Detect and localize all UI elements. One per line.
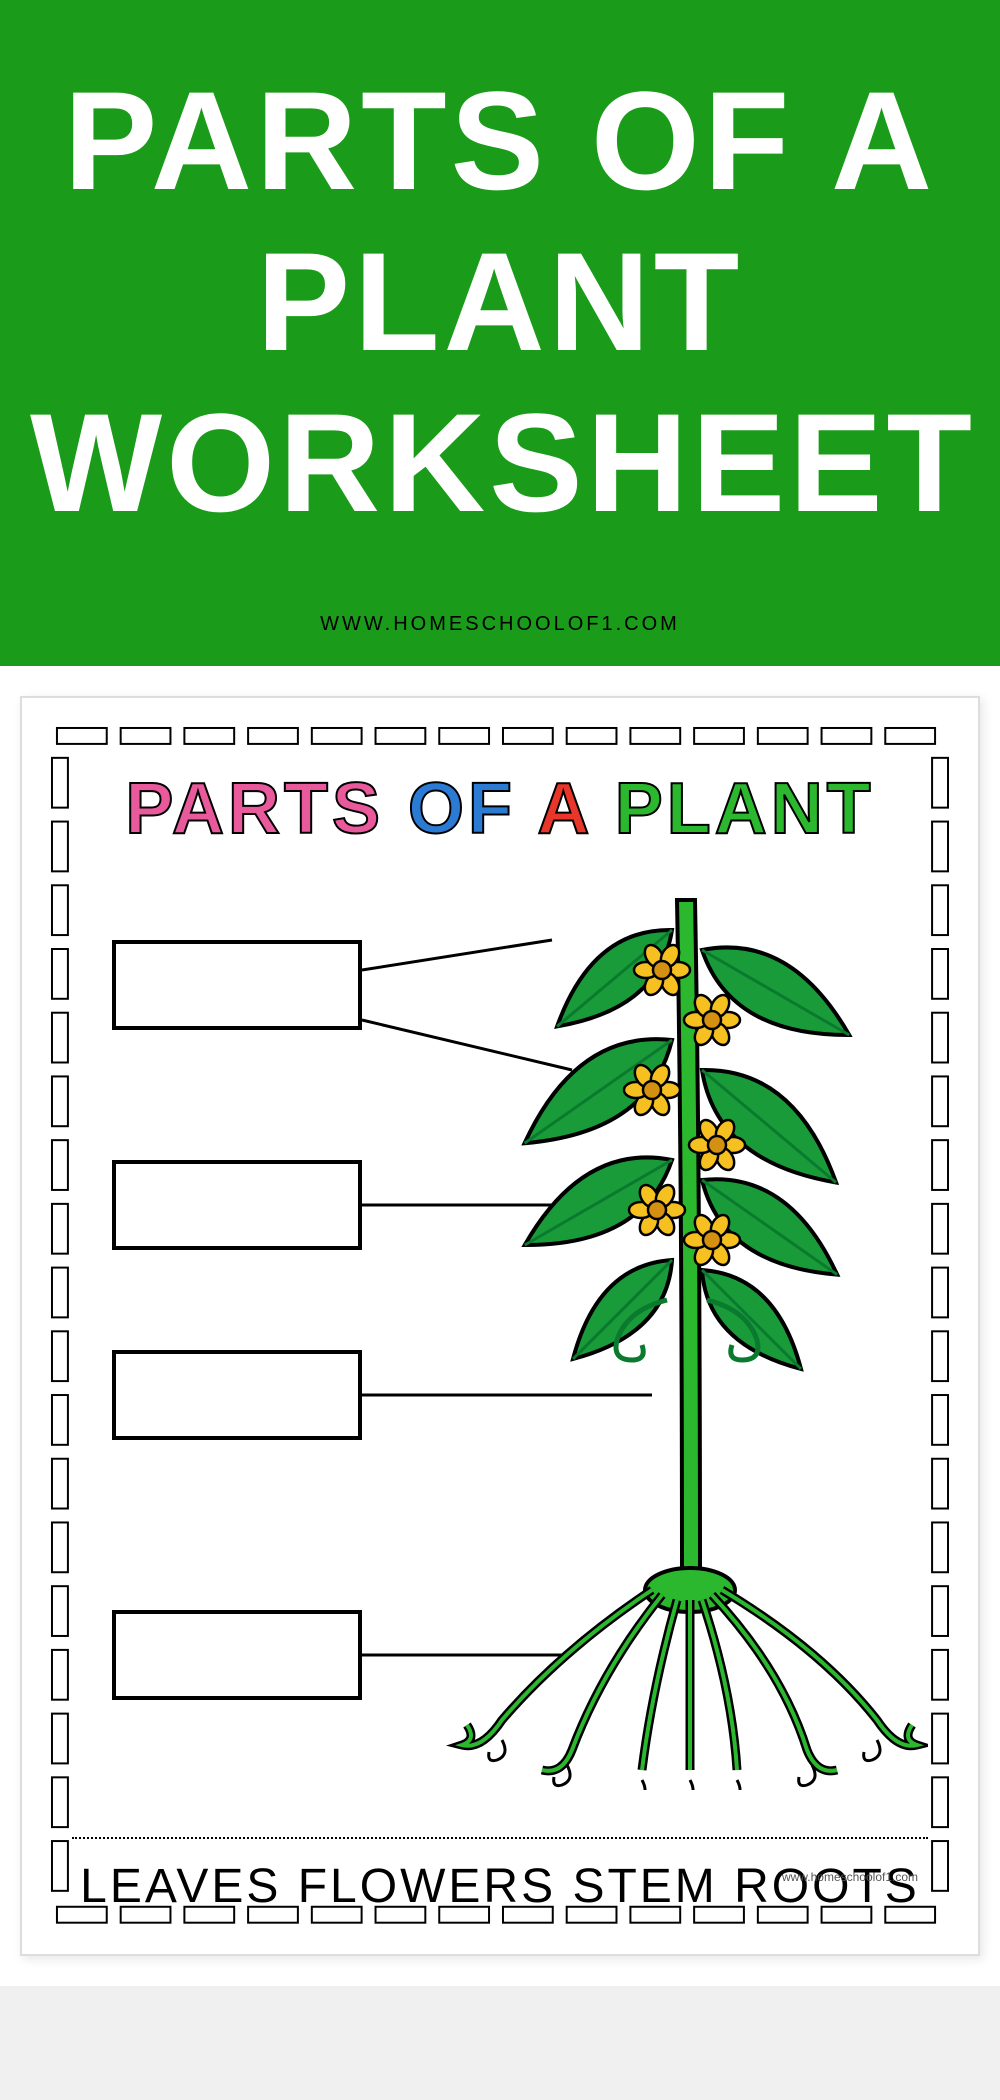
plant-diagram [72,870,928,1790]
title-word-a: A [537,769,590,849]
worksheet-title: PARTS OF A PLANT [72,768,928,850]
title-line-1: PARTS OF A [30,60,970,221]
word-roots: ROOTS [734,1859,920,1914]
word-leaves: LEAVES [80,1859,281,1914]
word-stem: STEM [572,1859,717,1914]
worksheet-container: PARTS OF A PLANT [0,666,1000,1986]
title-line-2: PLANT [30,221,970,382]
attribution-text: www.homeschoolof1.com [782,1870,918,1884]
title-word-plant: PLANT [615,769,875,849]
main-title: PARTS OF A PLANT WORKSHEET [30,60,970,543]
title-line-3: WORKSHEET [30,382,970,543]
word-flowers: FLOWERS [298,1859,556,1914]
header-url: WWW.HOMESCHOOLOF1.COM [30,613,970,636]
header-banner: PARTS OF A PLANT WORKSHEET WWW.HOMESCHOO… [0,0,1000,666]
title-word-of: OF [408,769,516,849]
diagram-area [72,870,928,1790]
worksheet-page: PARTS OF A PLANT [20,696,980,1956]
title-word-parts: PARTS [125,769,384,849]
